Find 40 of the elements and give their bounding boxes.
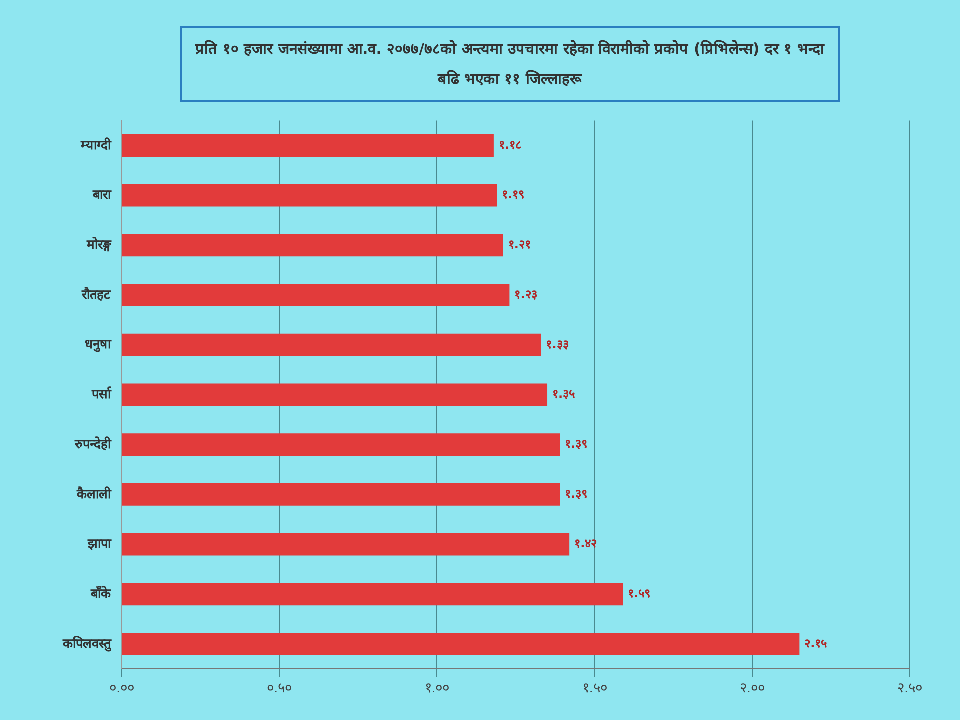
- bar: [122, 483, 560, 506]
- bar: [122, 334, 542, 356]
- x-tick-label: ०.००: [110, 679, 134, 696]
- data-label: १.२३: [514, 287, 538, 302]
- y-tick-label: झापा: [87, 536, 112, 552]
- bar: [122, 533, 570, 556]
- data-label: १.१८: [498, 138, 522, 152]
- data-label: १.५९: [628, 586, 651, 601]
- data-label: १.३५: [552, 387, 576, 402]
- data-label: १.३९: [565, 436, 588, 451]
- data-label: २.१५: [804, 636, 828, 650]
- y-tick-label: कपिलवस्तु: [62, 636, 112, 652]
- x-tick-label: ०.५०: [267, 679, 292, 696]
- bar: [122, 384, 548, 406]
- bar: [122, 583, 624, 606]
- y-tick-label: बारा: [92, 187, 112, 202]
- data-label: १.३९: [565, 486, 588, 501]
- y-tick-label: कैलाली: [76, 486, 112, 502]
- bar: [122, 633, 800, 656]
- data-label: १.१९: [502, 188, 525, 202]
- y-tick-label: पर्सा: [91, 386, 112, 402]
- data-label: १.३३: [546, 337, 569, 352]
- x-tick-label: २.००: [740, 679, 765, 696]
- y-tick-label: मोरङ्ग: [86, 237, 112, 252]
- y-tick-label: रुपन्देही: [74, 436, 112, 452]
- bar: [122, 234, 504, 257]
- y-tick-label: म्याग्दी: [80, 137, 112, 152]
- data-label: १.४२: [574, 536, 598, 551]
- x-tick-label: १.५०: [582, 679, 608, 696]
- bar: [122, 184, 498, 207]
- x-tick-label: २.५०: [898, 679, 922, 696]
- y-tick-label: बाँके: [90, 586, 112, 601]
- y-tick-label: धनुषा: [85, 336, 112, 353]
- bar: [122, 134, 494, 157]
- bar: [122, 284, 510, 307]
- x-tick-label: १.००: [424, 679, 450, 696]
- chart-title: प्रति १० हजार जनसंख्यामा आ.व. २०७७/७८को अन्त्यमा उपचारमा रहेका विरामीको प्रकोप (प्रिभिलेन्स) दर १ भन्दा बढि भएका ११ जिल्लाहरू: [180, 26, 840, 102]
- y-tick-label: रौतहट: [81, 286, 111, 302]
- data-label: १.२१: [508, 238, 531, 252]
- bar: [122, 434, 560, 456]
